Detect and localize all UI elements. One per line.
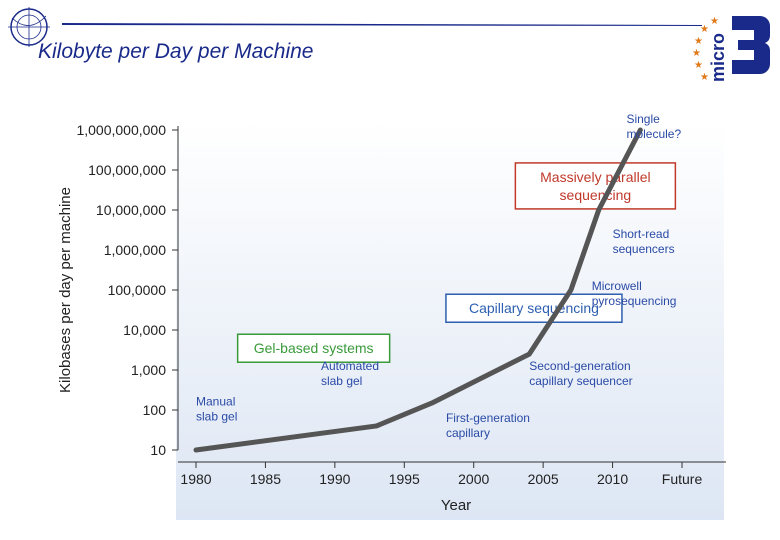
y-axis-ticks: 10 100 1,000 10,000 100,0000 1,000,000 10,000,… [76,122,179,458]
chart-container: 10 100 1,000 10,000 100,0000 1,000,000 10,000,… [50,90,730,520]
university-seal-icon [8,7,50,47]
annotation-line: capillary sequencer [529,374,632,388]
x-tick-label: 1990 [319,471,350,487]
data-point [597,208,601,212]
annotation-line: capillary [446,426,490,440]
svg-text:★: ★ [700,72,709,83]
logo-number-three [732,16,770,74]
annotation-line: Short-read [613,227,670,241]
annotation-line: molecule? [626,127,681,141]
svg-text:★: ★ [692,48,701,59]
annotation-line: pyrosequencing [592,294,677,308]
y-tick-label: 1,000,000,000 [76,122,166,138]
data-point [569,288,573,292]
y-axis-label: Kilobases per day per machine [57,187,74,393]
category-box: Capillary sequencing [445,293,623,323]
annotation-line: sequencers [613,242,675,256]
sequencing-throughput-chart: 10 100 1,000 10,000 100,0000 1,000,000 10,000,… [57,112,726,520]
data-point [430,401,434,405]
category-box-label: Gel-based systems [254,340,374,356]
data-point [638,128,642,132]
x-tick-label: 2000 [458,471,489,487]
annotation-line: Automated [321,359,379,373]
x-axis-label: Year [441,497,471,514]
x-axis-ticks: 1980 1985 1990 1995 2000 2005 2010 Future [178,461,726,487]
category-boxes: Gel-based systems Capillary sequencing Mas… [236,162,677,363]
svg-text:★: ★ [694,36,703,47]
annotation-line: Single [626,112,660,126]
category-box-label: Massively parallel [540,169,650,185]
x-tick-label: 1985 [250,471,281,487]
annotation-line: First-generation [446,411,530,425]
svg-text:★: ★ [700,24,709,35]
y-tick-label: 1,000 [131,362,166,378]
annotation-line: slab gel [321,374,362,388]
data-point [527,352,531,356]
y-tick-label: 100,0000 [108,282,167,298]
category-box: Gel-based systems [236,333,391,363]
logo-text: micro [708,33,728,82]
y-tick-label: 10,000,000 [96,202,166,218]
header-rule [62,23,702,26]
annotation-line: Second-generation [529,359,630,373]
annotation-line: slab gel [196,409,237,423]
data-point [375,424,379,428]
series-lines [193,127,643,453]
category-box-label: Capillary sequencing [469,300,599,316]
x-tick-label: Future [662,471,703,487]
category-box-label: sequencing [560,187,632,203]
y-tick-label: 100 [143,402,167,418]
svg-text:★: ★ [694,60,703,71]
y-tick-label: 10,000 [123,322,166,338]
annotation-line: Manual [196,394,235,408]
x-tick-label: 2005 [528,471,559,487]
svg-text:★: ★ [710,16,719,27]
eu-stars-icon: ★ ★ ★ ★ ★ ★ [692,16,719,83]
data-point [194,448,198,452]
annotation-line: Microwell [592,279,642,293]
slide-title: Kilobyte per Day per Machine [38,40,314,63]
y-tick-label: 10 [150,442,166,458]
x-tick-label: 1980 [180,471,211,487]
y-tick-label: 1,000,000 [104,242,166,258]
x-tick-label: 1995 [389,471,420,487]
y-tick-label: 100,000,000 [88,162,166,178]
micro3-logo: ★ ★ ★ ★ ★ ★ micro [692,16,770,83]
category-box: Massively parallel sequencing [514,162,677,210]
x-tick-label: 2010 [597,471,628,487]
